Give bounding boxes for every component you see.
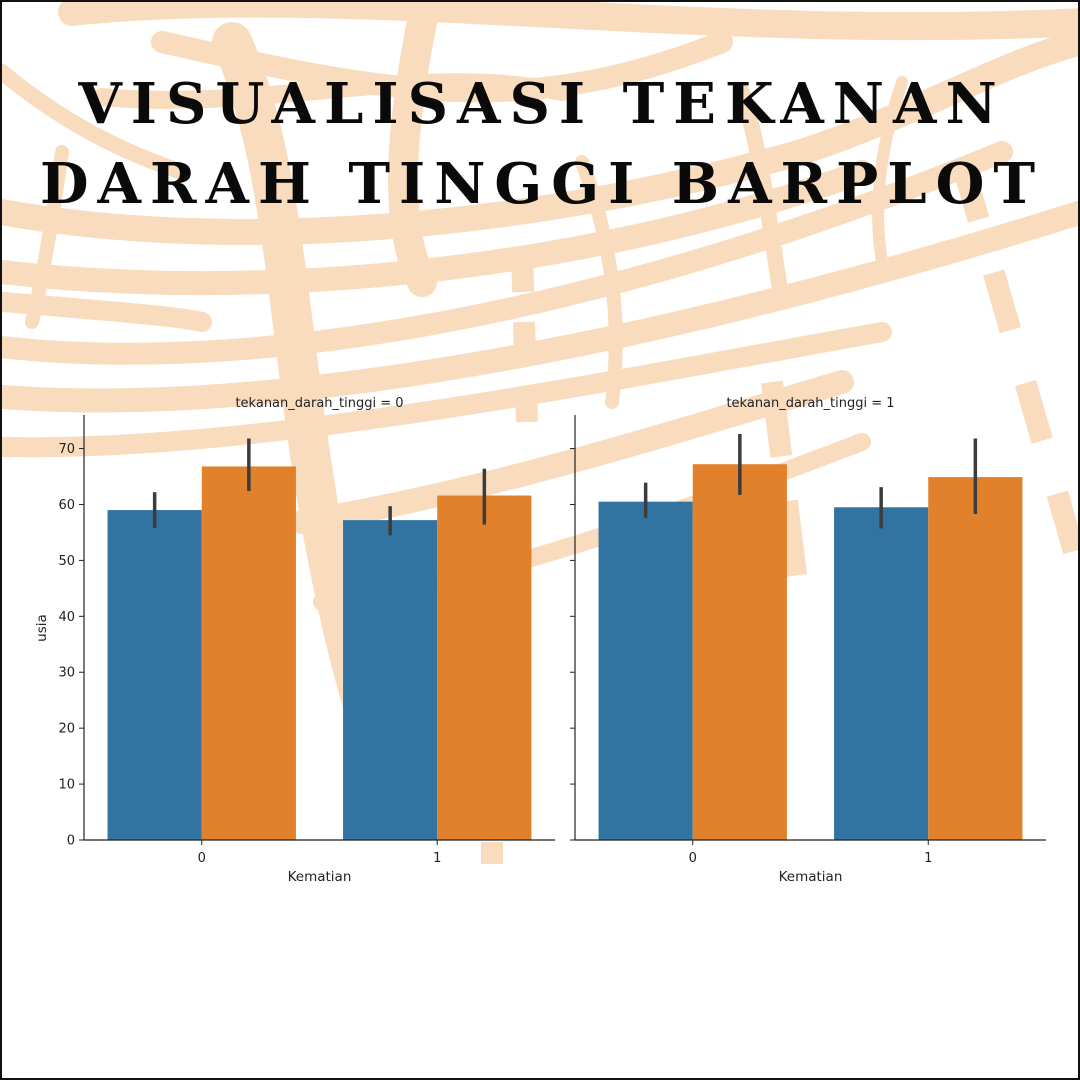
bar-facet1-cat1-series1 <box>928 477 1023 840</box>
headline-line-2: DARAH TINGGI BARPLOT <box>39 151 1045 217</box>
y-tick-label: 10 <box>58 778 75 793</box>
bar-facet1-cat0-series1 <box>692 464 787 840</box>
y-tick-label: 30 <box>58 666 75 681</box>
y-tick-label: 70 <box>58 442 75 457</box>
x-tick-label-facet1: 0 <box>689 851 697 866</box>
bar-facet0-cat1-series1 <box>437 495 532 840</box>
x-tick-label-facet1: 1 <box>924 851 932 866</box>
x-axis-label-facet1: Kematian <box>779 869 843 885</box>
y-tick-label: 60 <box>58 498 75 513</box>
x-tick-label-facet0: 1 <box>433 851 441 866</box>
bar-facet1-cat1-series0 <box>834 507 929 840</box>
facet-title-1: tekanan_darah_tinggi = 1 <box>726 396 894 411</box>
y-tick-label: 40 <box>58 610 75 625</box>
headline-line-1: VISUALISASI TEKANAN <box>78 71 1006 137</box>
bar-facet0-cat1-series0 <box>343 520 438 840</box>
bar-facet1-cat0-series0 <box>598 501 693 840</box>
bar-facet0-cat0-series0 <box>107 510 202 840</box>
x-axis-label-facet0: Kematian <box>288 869 352 885</box>
y-axis-label: usia <box>34 614 50 642</box>
y-tick-label: 0 <box>67 834 75 849</box>
facet-title-0: tekanan_darah_tinggi = 0 <box>235 396 403 411</box>
y-tick-label: 20 <box>58 722 75 737</box>
x-tick-label-facet0: 0 <box>198 851 206 866</box>
headline: VISUALISASI TEKANAN DARAH TINGGI BARPLOT <box>2 64 1078 224</box>
bar-facet0-cat0-series1 <box>201 466 296 840</box>
y-tick-label: 50 <box>58 554 75 569</box>
